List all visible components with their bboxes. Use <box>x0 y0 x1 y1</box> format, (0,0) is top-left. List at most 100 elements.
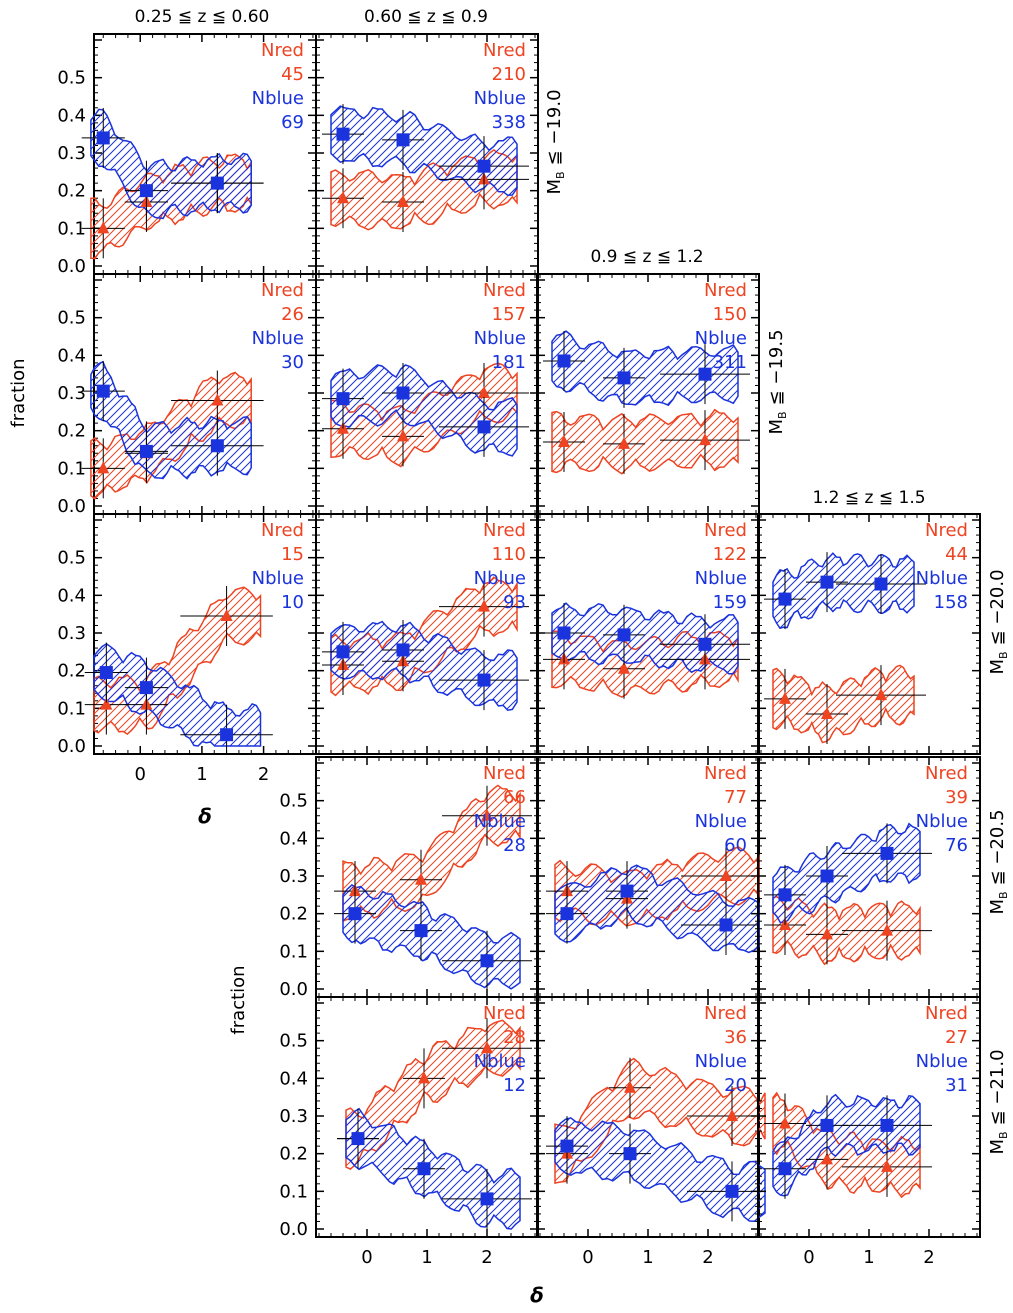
panel-r2-c2: Nred 157 Nblue 181 <box>315 273 539 515</box>
red-triangle-point <box>478 386 490 398</box>
red-triangle-point <box>779 1116 791 1129</box>
blue-confidence-band <box>772 552 915 630</box>
blue-confidence-band <box>551 602 739 675</box>
blue-square-point <box>778 888 792 902</box>
panel-r4-c4: Nred 39 Nblue 76 <box>757 756 981 998</box>
blue-square-point <box>560 1139 574 1153</box>
nblue-label: Nblue <box>474 88 526 109</box>
y-tick-label: 0.5 <box>57 308 86 329</box>
red-confidence-band <box>772 664 915 744</box>
nblue-value: 338 <box>492 112 526 133</box>
svg-text:MB≦ −19.0: MB≦ −19.0 <box>544 89 567 194</box>
nblue-value: 93 <box>503 592 526 613</box>
nred-label: Nred <box>704 520 747 541</box>
blue-square-point <box>477 420 491 434</box>
red-confidence-band <box>345 1019 521 1170</box>
blue-square-point <box>725 1184 739 1198</box>
row-label-4: MB≦ −20.5 <box>987 809 1010 914</box>
x-tick-label: 2 <box>258 764 269 785</box>
nblue-label: Nblue <box>474 811 526 832</box>
x-tick-label: 1 <box>421 1247 432 1268</box>
y-tick-label: 0.0 <box>279 1219 308 1240</box>
red-triangle-point <box>875 688 887 701</box>
blue-square-point <box>557 354 571 368</box>
nblue-label: Nblue <box>252 328 304 349</box>
nred-label: Nred <box>483 763 526 784</box>
red-triangle-point <box>779 691 791 704</box>
y-tick-label: 0.0 <box>57 256 86 277</box>
nblue-label: Nblue <box>695 568 747 589</box>
x-tick-label: 0 <box>135 764 146 785</box>
red-triangle-point <box>97 461 110 474</box>
panel-r5-c3: 0 1 2 Nred 36 Nblue 20 <box>536 996 766 1268</box>
red-triangle-point <box>624 1080 636 1093</box>
nred-label: Nred <box>704 1003 747 1024</box>
blue-square-point <box>477 673 491 687</box>
y-tick-label: 0.4 <box>279 828 308 849</box>
nred-value: 150 <box>713 304 747 325</box>
nred-value: 210 <box>492 64 526 85</box>
nred-label: Nred <box>261 280 304 301</box>
panel-r1-c1: 0.0 0.1 0.2 0.3 0.4 0.5 Nred 45 Nblue 69 <box>57 33 317 277</box>
nblue-value: 10 <box>281 592 304 613</box>
y-tick-label: 0.3 <box>279 866 308 887</box>
blue-square-point <box>880 846 894 860</box>
blue-square-point <box>210 176 224 190</box>
y-tick-label: 0.2 <box>279 1144 308 1165</box>
blue-square-point <box>99 666 113 680</box>
blue-square-point <box>698 637 712 651</box>
x-axis-label-left: δ <box>198 804 212 828</box>
y-tick-label: 0.5 <box>279 1031 308 1052</box>
x-tick-label: 2 <box>702 1247 713 1268</box>
svg-text:MB≦ −20.5: MB≦ −20.5 <box>987 809 1010 914</box>
blue-square-point <box>396 133 410 147</box>
x-tick-label: 1 <box>196 764 207 785</box>
col-title-2: 0.60 ≦ z ≦ 0.9 <box>364 7 488 27</box>
y-tick-label: 0.2 <box>279 904 308 925</box>
nred-label: Nred <box>483 1003 526 1024</box>
red-triangle-point <box>100 697 113 710</box>
blue-square-point <box>557 626 571 640</box>
panel-r4-c2: 0.0 0.1 0.2 0.3 0.4 0.5 Nred 66 Nblue 28 <box>279 756 539 1000</box>
panel-r2-c3: Nred 150 Nblue 311 <box>536 273 760 515</box>
row-label-5: MB≦ −21.0 <box>987 1049 1010 1154</box>
blue-square-point <box>820 575 834 589</box>
blue-square-point <box>351 1132 365 1146</box>
blue-square-point <box>396 643 410 657</box>
nblue-label: Nblue <box>695 328 747 349</box>
y-axis-label-bottom: fraction <box>228 965 249 1034</box>
nred-value: 77 <box>724 787 747 808</box>
nblue-label: Nblue <box>695 811 747 832</box>
nred-value: 44 <box>945 544 968 565</box>
nblue-value: 20 <box>724 1075 747 1096</box>
y-tick-label: 0.3 <box>57 383 86 404</box>
blue-square-point <box>874 577 888 591</box>
nblue-label: Nblue <box>252 568 304 589</box>
red-triangle-point <box>881 1159 893 1172</box>
nblue-label: Nblue <box>695 1051 747 1072</box>
nblue-value: 158 <box>934 592 968 613</box>
blue-square-point <box>414 924 428 938</box>
blue-square-point <box>396 386 410 400</box>
blue-square-point <box>336 392 350 406</box>
nblue-label: Nblue <box>474 1051 526 1072</box>
blue-confidence-band <box>342 883 521 990</box>
red-triangle-point <box>478 599 490 612</box>
blue-confidence-band <box>330 105 518 196</box>
y-tick-label: 0.2 <box>57 181 86 202</box>
nred-value: 157 <box>492 304 526 325</box>
red-confidence-band <box>551 408 739 475</box>
nblue-value: 76 <box>945 835 968 856</box>
blue-square-point <box>623 1147 637 1161</box>
y-tick-label: 0.4 <box>57 105 86 126</box>
nred-label: Nred <box>925 520 968 541</box>
nblue-value: 31 <box>945 1075 968 1096</box>
nred-label: Nred <box>704 763 747 784</box>
panel-r3-c1: 0.0 0.1 0.2 0.3 0.4 0.5 0 1 2 Nred 15 Nblue 10 <box>57 513 317 785</box>
blue-square-point <box>820 1118 834 1132</box>
red-triangle-point <box>618 436 630 449</box>
panel-r3-c4: Nred 44 Nblue 158 <box>757 513 981 755</box>
x-tick-label: 2 <box>481 1247 492 1268</box>
red-triangle-point <box>699 433 711 446</box>
nred-label: Nred <box>483 40 526 61</box>
